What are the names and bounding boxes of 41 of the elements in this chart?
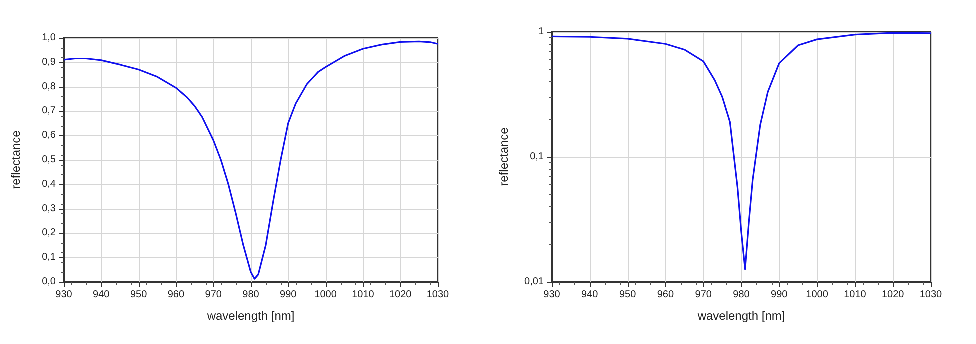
y-tick-label: 1,0 <box>42 32 56 44</box>
y-tick-label: 0,7 <box>42 106 56 117</box>
x-tick-label: 960 <box>168 290 185 300</box>
x-tick-label: 1030 <box>920 290 943 300</box>
y-tick-label: 0,2 <box>42 228 56 239</box>
y-tick-label: 0,4 <box>42 178 56 190</box>
y-tick-label: 0,01 <box>524 276 544 288</box>
x-tick-label: 970 <box>205 290 222 300</box>
line-series <box>63 40 439 280</box>
x-tick-label: 950 <box>619 290 637 300</box>
x-tick-label: 950 <box>130 290 148 300</box>
y-tick-label: 1 <box>538 26 544 38</box>
x-tick-label: 930 <box>544 290 561 300</box>
y-tick-label: 0,3 <box>42 203 56 214</box>
x-tick-label: 930 <box>56 290 73 300</box>
x-tick-label: 1000 <box>314 290 338 300</box>
y-tick-label: 0,6 <box>42 130 56 142</box>
y-tick-label: 0,5 <box>42 154 56 166</box>
x-tick-label: 1000 <box>806 290 829 300</box>
x-tick-label: 1010 <box>352 290 375 300</box>
x-tick-label: 940 <box>582 290 599 300</box>
x-tick-label: 1010 <box>844 290 867 300</box>
x-tick-label: 960 <box>657 290 674 300</box>
x-tick-label: 990 <box>771 290 788 300</box>
y-tick-label: 0,8 <box>42 81 56 92</box>
x-tick-label: 1020 <box>882 290 905 300</box>
x-tick-label: 940 <box>93 290 110 300</box>
y-axis-title: reflectance <box>9 130 23 190</box>
x-tick-label: 980 <box>733 290 750 300</box>
x-axis-title: wavelength [nm] <box>206 309 295 323</box>
x-tick-label: 990 <box>280 290 298 300</box>
x-tick-label: 970 <box>695 290 712 300</box>
y-tick-label: 0,1 <box>42 252 56 264</box>
x-tick-label: 1020 <box>389 290 412 300</box>
x-axis-title: wavelength [nm] <box>696 309 786 323</box>
x-tick-label: 1030 <box>426 290 450 300</box>
y-tick-label: 0,9 <box>42 56 56 68</box>
x-tick-label: 980 <box>242 290 260 300</box>
y-tick-label: 0,1 <box>530 152 544 162</box>
y-tick-label: 0,0 <box>42 276 56 288</box>
y-axis-title: reflectance <box>497 127 511 186</box>
